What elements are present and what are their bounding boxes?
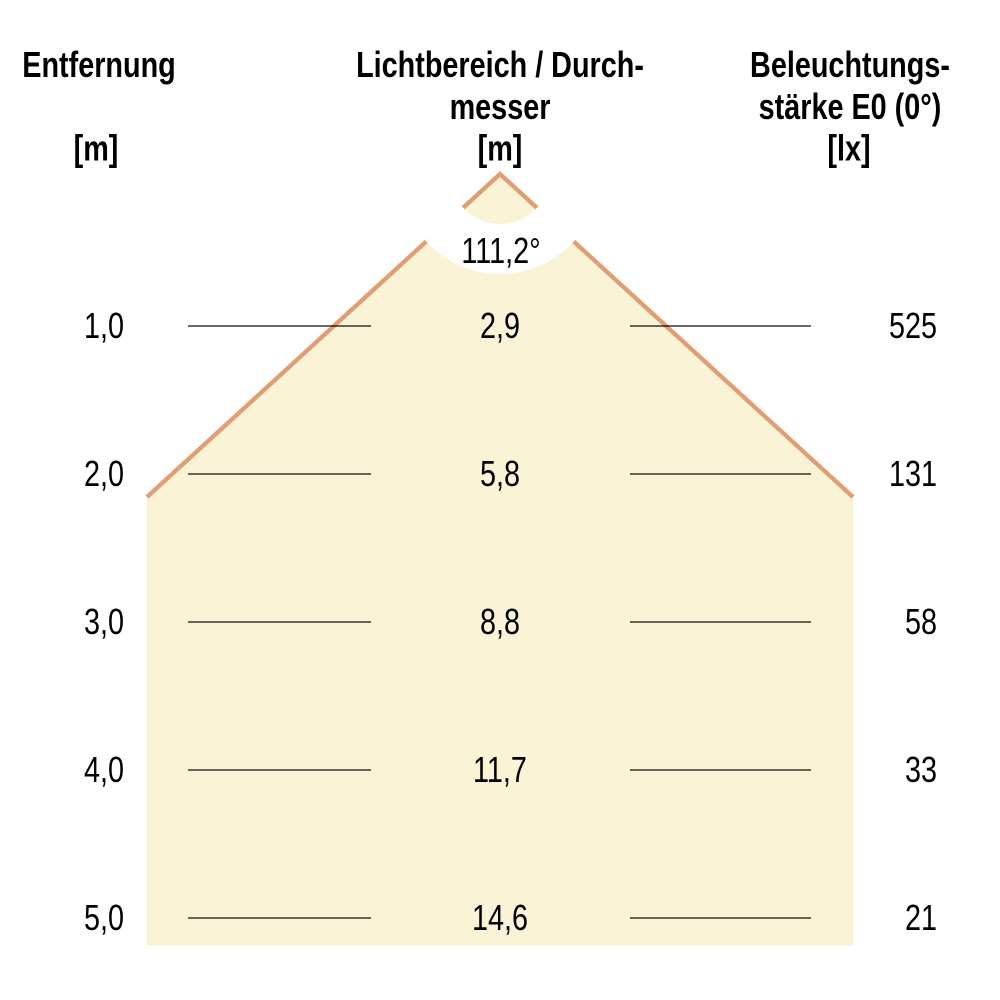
svg-text:Beleuchtungs-: Beleuchtungs- — [750, 44, 950, 85]
svg-text:[lx]: [lx] — [827, 127, 870, 168]
svg-text:131: 131 — [889, 453, 937, 494]
svg-text:2,0: 2,0 — [84, 453, 124, 494]
svg-text:Entfernung: Entfernung — [22, 44, 175, 85]
svg-text:[m]: [m] — [478, 127, 523, 168]
svg-text:2,9: 2,9 — [480, 305, 520, 346]
svg-text:33: 33 — [905, 749, 937, 790]
svg-text:111,2°: 111,2° — [461, 230, 540, 271]
svg-text:3,0: 3,0 — [84, 601, 124, 642]
svg-text:58: 58 — [905, 601, 937, 642]
svg-text:messer: messer — [450, 86, 551, 127]
svg-text:8,8: 8,8 — [480, 601, 520, 642]
svg-text:[m]: [m] — [74, 127, 119, 168]
svg-text:5,0: 5,0 — [84, 897, 124, 938]
svg-text:Lichtbereich / Durch-: Lichtbereich / Durch- — [356, 44, 644, 85]
svg-text:stärke E0 (0°): stärke E0 (0°) — [759, 86, 942, 127]
svg-text:4,0: 4,0 — [84, 749, 124, 790]
svg-text:21: 21 — [905, 897, 937, 938]
svg-text:14,6: 14,6 — [472, 897, 528, 938]
svg-text:525: 525 — [889, 305, 937, 346]
svg-text:11,7: 11,7 — [473, 749, 527, 790]
svg-text:5,8: 5,8 — [480, 453, 520, 494]
svg-text:1,0: 1,0 — [84, 305, 124, 346]
